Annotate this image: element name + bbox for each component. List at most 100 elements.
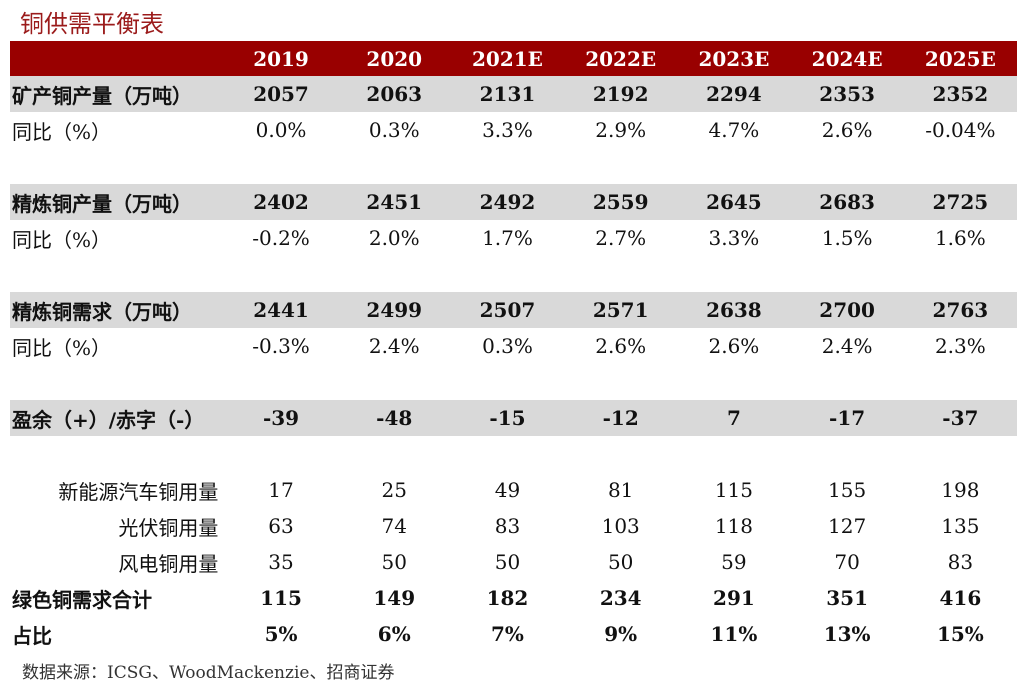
cell-value: 2.6% — [821, 118, 873, 142]
cell-value: 2131 — [450, 76, 565, 112]
table-row: 占比 5% 6% 7% 9% 11% 13% 15% — [10, 616, 1017, 652]
cell-value: 115 — [714, 478, 753, 502]
row-label: 矿产铜产量（万吨） — [10, 76, 225, 112]
table-row: 风电铜用量 35 50 50 50 59 70 83 — [10, 544, 1017, 580]
cell-value: 2763 — [903, 292, 1017, 328]
row-label: 光伏铜用量 — [118, 515, 219, 540]
cell-value: 2.9% — [595, 118, 647, 142]
cell-value: 2499 — [337, 292, 451, 328]
spacer-row — [10, 436, 1017, 472]
table-title: 铜供需平衡表 — [20, 10, 164, 38]
cell-value: 1.5% — [821, 226, 873, 250]
cell-value: 115 — [260, 586, 302, 610]
column-header: 2024E — [790, 41, 904, 76]
cell-value: -17 — [790, 400, 904, 436]
row-label: 新能源汽车铜用量 — [58, 479, 219, 504]
cell-value: 155 — [828, 478, 867, 502]
cell-value: 2492 — [450, 184, 565, 220]
cell-value: 198 — [941, 478, 980, 502]
cell-value: 2192 — [564, 76, 678, 112]
cell-value: 9% — [604, 622, 638, 646]
spacer-row — [10, 256, 1017, 292]
cell-value: 1.7% — [482, 226, 533, 250]
cell-value: 83 — [494, 514, 521, 538]
cell-value: 2.4% — [368, 334, 420, 358]
cell-value: 2700 — [790, 292, 904, 328]
cell-value: 0.3% — [368, 118, 420, 142]
table-row: 光伏铜用量 63 74 83 103 118 127 135 — [10, 508, 1017, 544]
cell-value: 70 — [834, 550, 860, 574]
cell-value: 81 — [607, 478, 634, 502]
cell-value: 135 — [941, 514, 980, 538]
cell-value: -12 — [564, 400, 678, 436]
cell-value: 50 — [494, 550, 521, 574]
cell-value: 2725 — [903, 184, 1017, 220]
cell-value: 351 — [826, 586, 868, 610]
cell-value: 7% — [491, 622, 524, 646]
cell-value: 2645 — [677, 184, 791, 220]
cell-value: 103 — [601, 514, 640, 538]
cell-value: 2441 — [224, 292, 338, 328]
cell-value: 74 — [381, 514, 407, 538]
cell-value: 2402 — [224, 184, 338, 220]
cell-value: 118 — [714, 514, 753, 538]
cell-value: 2294 — [677, 76, 791, 112]
cell-value: 2571 — [564, 292, 678, 328]
source-note: 数据来源：ICSG、WoodMackenzie、招商证券 — [22, 663, 395, 683]
cell-value: 3.3% — [708, 226, 760, 250]
cell-value: -0.04% — [925, 118, 996, 142]
cell-value: -15 — [450, 400, 565, 436]
cell-value: 0.0% — [255, 118, 307, 142]
table-row: 同比（%） -0.2% 2.0% 1.7% 2.7% 3.3% 1.5% 1.6% — [10, 220, 1017, 256]
row-label: 精炼铜需求（万吨） — [10, 292, 225, 328]
cell-value: 7 — [677, 400, 791, 436]
cell-value: 25 — [381, 478, 407, 502]
row-label: 精炼铜产量（万吨） — [10, 184, 225, 220]
cell-value: 291 — [713, 586, 755, 610]
cell-value: 127 — [828, 514, 867, 538]
table-row: 同比（%） 0.0% 0.3% 3.3% 2.9% 4.7% 2.6% -0.04% — [10, 112, 1017, 148]
cell-value: 2353 — [790, 76, 904, 112]
table-row: 新能源汽车铜用量 17 25 49 81 115 155 198 — [10, 472, 1017, 508]
cell-value: 6% — [377, 622, 411, 646]
table-row: 绿色铜需求合计 115 149 182 234 291 351 416 — [10, 580, 1017, 616]
cell-value: 2683 — [790, 184, 904, 220]
row-label: 同比（%） — [12, 227, 112, 252]
cell-value: 2.6% — [595, 334, 647, 358]
row-label: 占比 — [12, 623, 52, 648]
cell-value: 2559 — [564, 184, 678, 220]
column-header: 2021E — [450, 41, 565, 76]
copper-balance-table: 2019 2020 2021E 2022E 2023E 2024E 2025E 矿产铜产量（… — [10, 41, 1017, 652]
cell-value: 2057 — [224, 76, 338, 112]
cell-value: -37 — [903, 400, 1017, 436]
cell-value: 11% — [710, 622, 758, 646]
cell-value: 2063 — [337, 76, 451, 112]
header-row: 2019 2020 2021E 2022E 2023E 2024E 2025E — [10, 41, 1017, 76]
spacer-row — [10, 148, 1017, 184]
cell-value: 2.7% — [595, 226, 647, 250]
cell-value: 15% — [936, 622, 984, 646]
cell-value: 83 — [947, 550, 974, 574]
cell-value: 50 — [381, 550, 407, 574]
cell-value: 59 — [721, 550, 747, 574]
row-label: 同比（%） — [12, 335, 112, 360]
cell-value: 3.3% — [482, 118, 533, 142]
cell-value: 2352 — [903, 76, 1017, 112]
cell-value: 63 — [268, 514, 294, 538]
cell-value: 13% — [823, 622, 871, 646]
cell-value: 2.3% — [934, 334, 986, 358]
cell-value: 2.6% — [708, 334, 760, 358]
cell-value: 234 — [599, 586, 642, 610]
column-header: 2020 — [337, 41, 451, 76]
cell-value: -0.3% — [252, 334, 310, 358]
row-label: 盈余（+）/赤字（-） — [10, 400, 225, 436]
cell-value: 49 — [494, 478, 521, 502]
cell-value: -0.2% — [252, 226, 310, 250]
spacer-row — [10, 364, 1017, 400]
cell-value: 416 — [939, 586, 982, 610]
cell-value: 2451 — [337, 184, 451, 220]
column-header: 2025E — [903, 41, 1017, 76]
table-row: 矿产铜产量（万吨） 2057 2063 2131 2192 2294 2353 2352 — [10, 76, 1017, 112]
cell-value: 35 — [268, 550, 294, 574]
table-row: 盈余（+）/赤字（-） -39 -48 -15 -12 7 -17 -37 — [10, 400, 1017, 436]
